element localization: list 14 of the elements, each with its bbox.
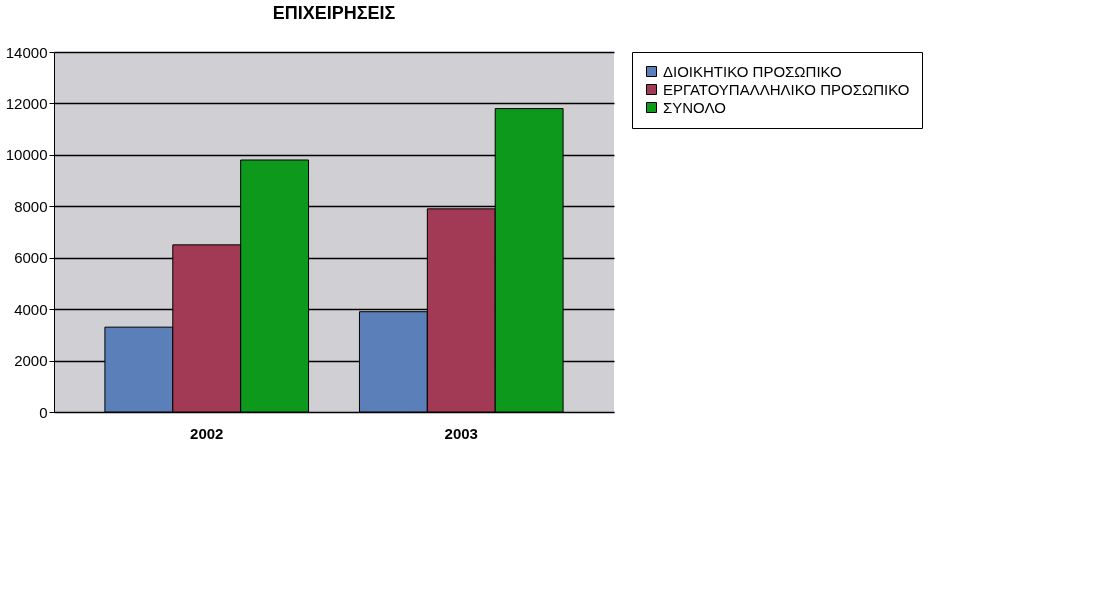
y-tick-label: 2000 [14, 352, 48, 370]
y-tick-label: 10000 [5, 146, 48, 164]
y-tick-label: 6000 [14, 249, 48, 267]
legend-label: ΣΥΝΟΛΟ [663, 98, 726, 116]
x-tick-label: 2002 [190, 424, 224, 442]
legend-label: ΔΙΟΙΚΗΤΙΚΟ ΠΡΟΣΩΠΙΚΟ [663, 62, 842, 80]
x-tick-label: 2003 [444, 424, 478, 442]
y-tick-label: 0 [39, 403, 48, 421]
y-tick-label: 14000 [5, 43, 48, 61]
chart-title: ΕΠΙΧΕΙΡΗΣΕΙΣ [272, 3, 396, 23]
y-tick-label: 8000 [14, 197, 48, 215]
y-tick-label: 12000 [5, 94, 48, 112]
legend-label: ΕΡΓΑΤΟΥΠΑΛΛΗΛΙΚΟ ΠΡΟΣΩΠΙΚΟ [663, 80, 910, 98]
y-tick-label: 4000 [14, 300, 48, 318]
